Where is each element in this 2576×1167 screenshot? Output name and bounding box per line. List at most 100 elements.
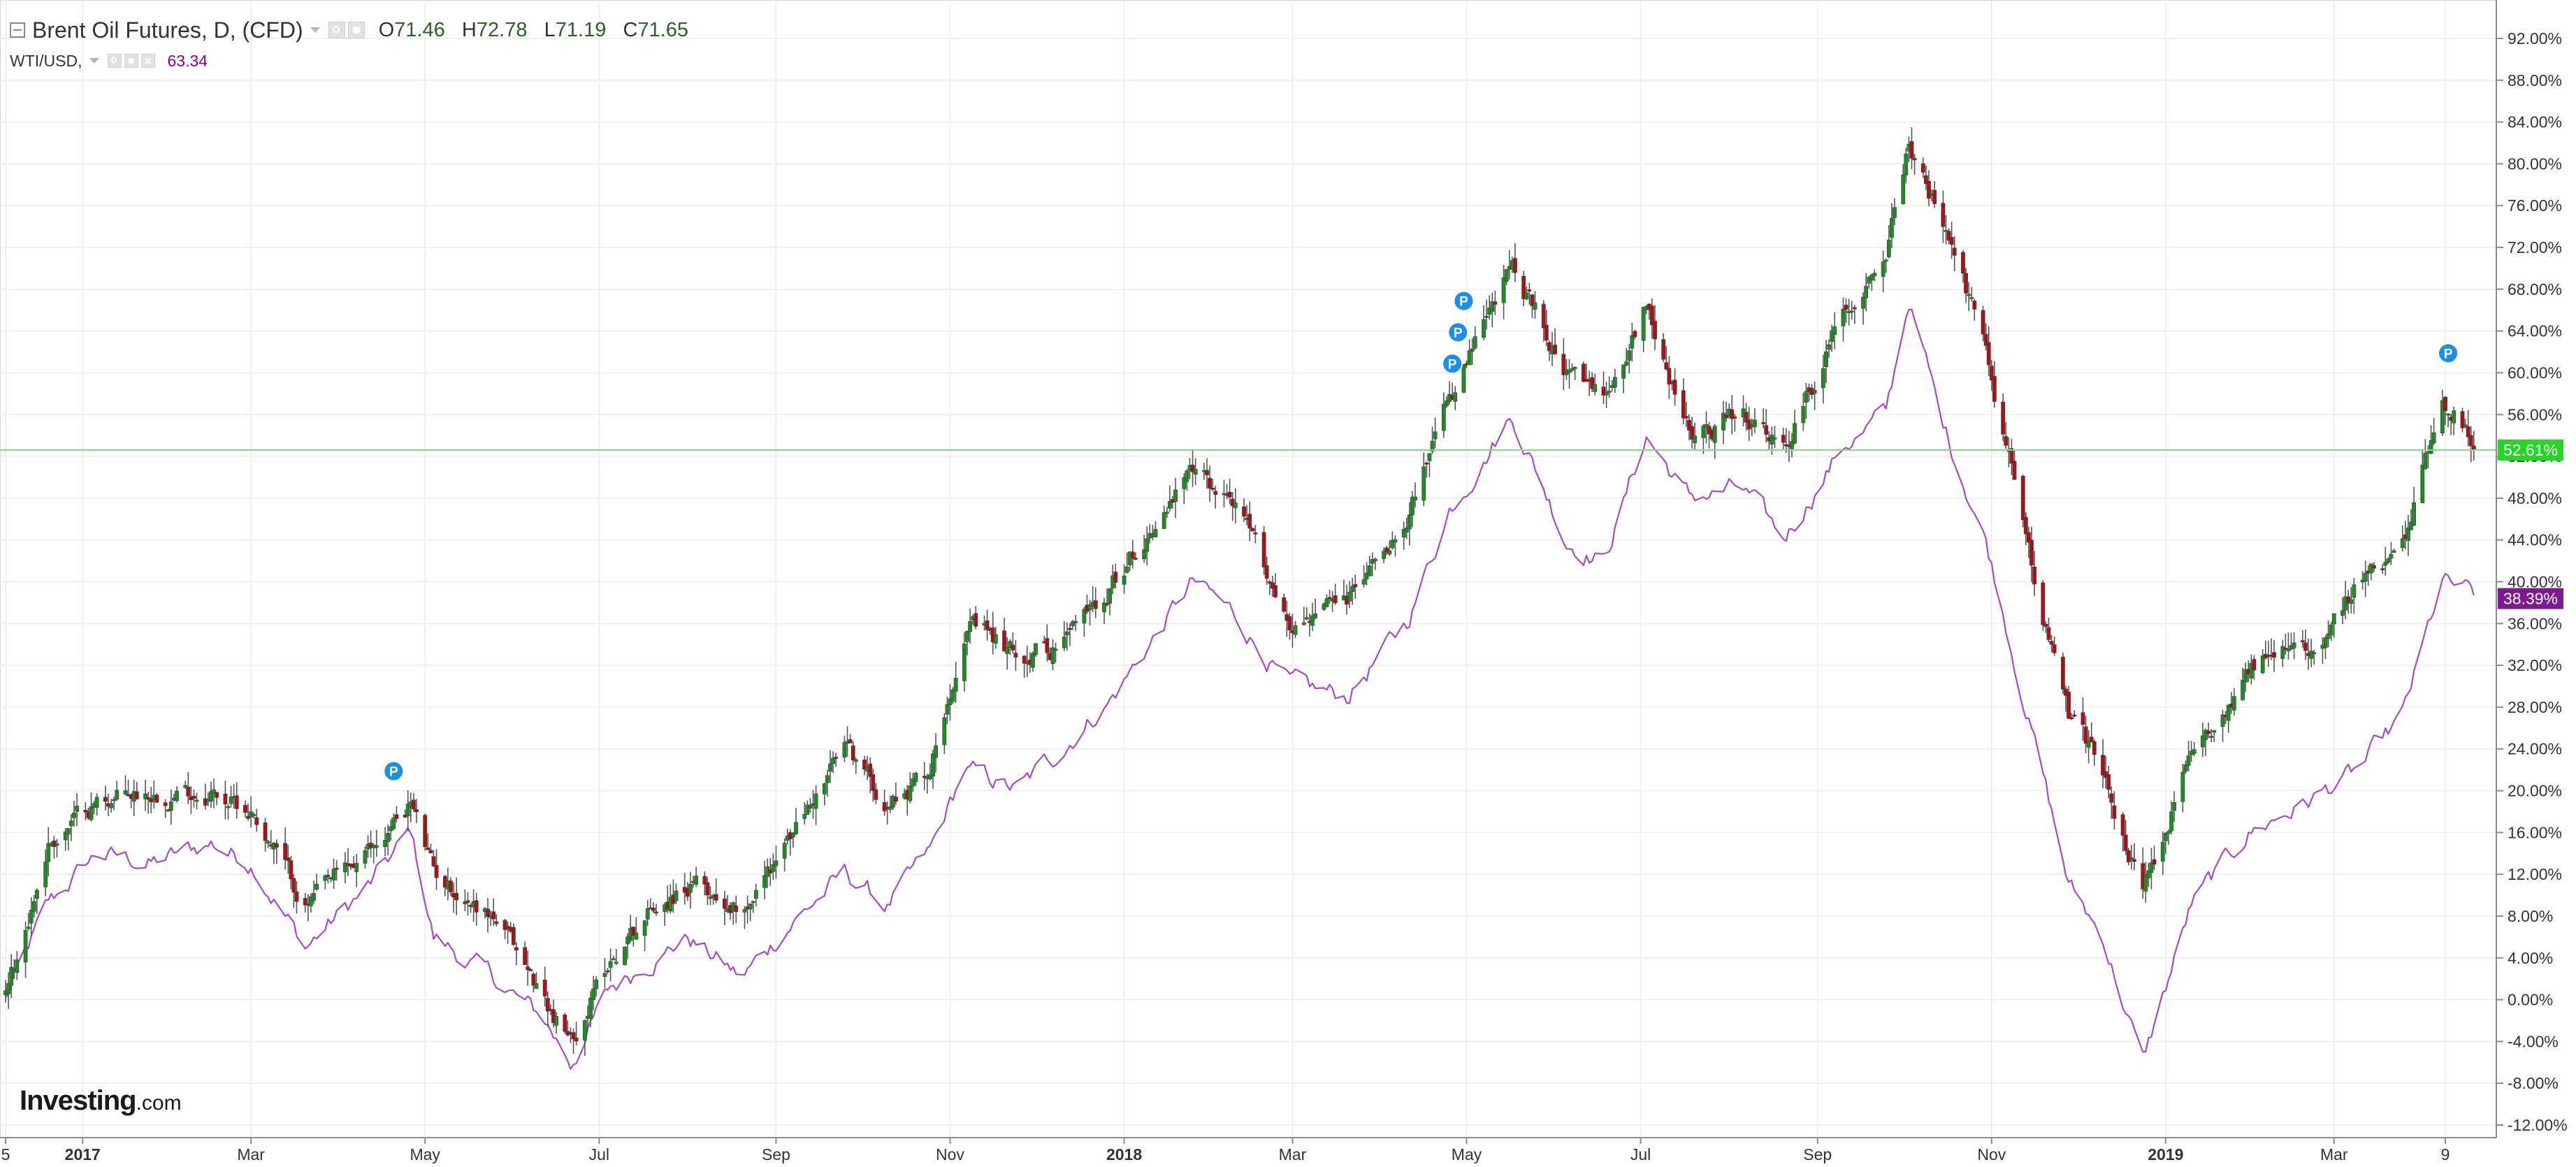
candle-body	[1972, 300, 1977, 310]
candle-body	[1304, 617, 1309, 620]
candle-body	[334, 867, 339, 870]
candle-body	[2420, 464, 2425, 504]
x-tick-label: 5	[1, 1145, 10, 1164]
candle-body	[2160, 841, 2165, 862]
candle-body	[851, 745, 855, 761]
candle-body	[705, 882, 710, 896]
candle-body	[1864, 286, 1869, 298]
compare-symbol-label[interactable]: WTI/USD,	[10, 51, 82, 70]
candle-body	[2429, 440, 2433, 454]
candle-body	[1002, 630, 1006, 651]
candle-body	[1793, 423, 1797, 444]
event-marker-icon	[2438, 342, 2459, 364]
candle-body	[1886, 240, 1891, 257]
candle-body	[2220, 714, 2225, 727]
candle-body	[331, 869, 336, 880]
collapse-icon[interactable]	[10, 22, 25, 38]
candle-body	[1461, 364, 1466, 393]
candle-body	[342, 862, 347, 873]
candle-body	[782, 843, 787, 859]
candle-body	[1142, 549, 1147, 560]
x-tick-label: Sep	[1803, 1145, 1832, 1164]
candle-body	[1590, 377, 1595, 389]
candle-body	[614, 962, 618, 964]
candle-body	[1227, 491, 1232, 498]
candle-body	[243, 804, 247, 813]
candle-body	[2109, 793, 2114, 803]
candle-body	[1612, 377, 1617, 388]
investing-logo: Investing.com	[20, 1085, 182, 1117]
candle-body	[1484, 316, 1489, 318]
candle-body	[1753, 419, 1757, 427]
candle-body	[1541, 303, 1546, 328]
candle-body	[274, 843, 279, 848]
eye-icon[interactable]	[328, 22, 345, 38]
candle-body	[545, 998, 550, 1012]
candle-body	[588, 998, 593, 1020]
candle-body	[423, 815, 428, 848]
close-icon[interactable]	[140, 54, 155, 68]
brent-last-badge	[2498, 439, 2563, 461]
x-tick-label: 9	[2441, 1145, 2450, 1164]
candle-body	[1205, 470, 1209, 475]
candle-body	[862, 760, 867, 770]
candle-body	[1261, 532, 1266, 567]
candle-body	[1370, 559, 1375, 564]
candle-body	[2386, 558, 2391, 563]
candle-body	[168, 802, 173, 811]
candle-body	[1361, 579, 1366, 585]
candle-body	[1983, 334, 1988, 346]
y-tick-label: 80.00%	[2508, 154, 2562, 173]
candle-body	[1524, 292, 1529, 300]
candle-body	[1527, 289, 1532, 291]
candle-body	[634, 932, 639, 940]
candle-body	[762, 875, 767, 888]
candle-body	[2260, 655, 2265, 674]
candle-body	[1064, 631, 1069, 635]
candle-body	[1293, 625, 1298, 635]
candle-body	[771, 864, 776, 872]
candle-body	[1824, 351, 1828, 368]
candle-body	[383, 840, 387, 848]
candle-body	[2331, 613, 2336, 625]
candle-body	[434, 864, 439, 878]
y-tick-label: 16.00%	[2508, 823, 2562, 841]
candle-body	[303, 898, 307, 906]
candle-body	[1490, 301, 1495, 312]
gear-icon[interactable]	[347, 22, 365, 38]
candle-body	[431, 856, 436, 867]
candle-body	[1521, 275, 1526, 299]
candle-body	[542, 980, 547, 996]
candle-body	[254, 817, 259, 825]
y-tick-label: 40.00%	[2508, 573, 2562, 591]
candle-body	[2372, 565, 2376, 569]
candle-body	[753, 890, 758, 899]
candle-body	[186, 786, 191, 797]
candle-body	[2352, 584, 2357, 598]
candle-body	[2343, 596, 2347, 611]
caret-down-icon[interactable]	[310, 27, 320, 33]
candle-body	[953, 678, 958, 692]
candle-body	[134, 791, 139, 799]
candle-body	[1353, 584, 1358, 588]
candle-body	[112, 799, 117, 802]
candle-body	[1113, 572, 1118, 583]
caret-down-icon[interactable]	[89, 58, 99, 64]
candle-body	[651, 908, 656, 911]
candle-body	[2300, 640, 2305, 642]
candle-body	[154, 795, 159, 803]
candle-body	[1433, 431, 1438, 440]
candle-body	[312, 893, 316, 901]
candle-body	[1761, 422, 1766, 424]
eye-icon[interactable]	[107, 54, 122, 68]
candle-body	[2463, 424, 2468, 427]
candle-body	[2349, 599, 2354, 604]
candle-body	[654, 911, 658, 914]
main-symbol-label[interactable]: Brent Oil Futures, D, (CFD)	[32, 17, 303, 43]
candle-body	[2060, 656, 2065, 690]
candle-body	[494, 921, 499, 925]
y-tick-label: 0.00%	[2508, 991, 2553, 1009]
gear-icon[interactable]	[124, 54, 138, 68]
